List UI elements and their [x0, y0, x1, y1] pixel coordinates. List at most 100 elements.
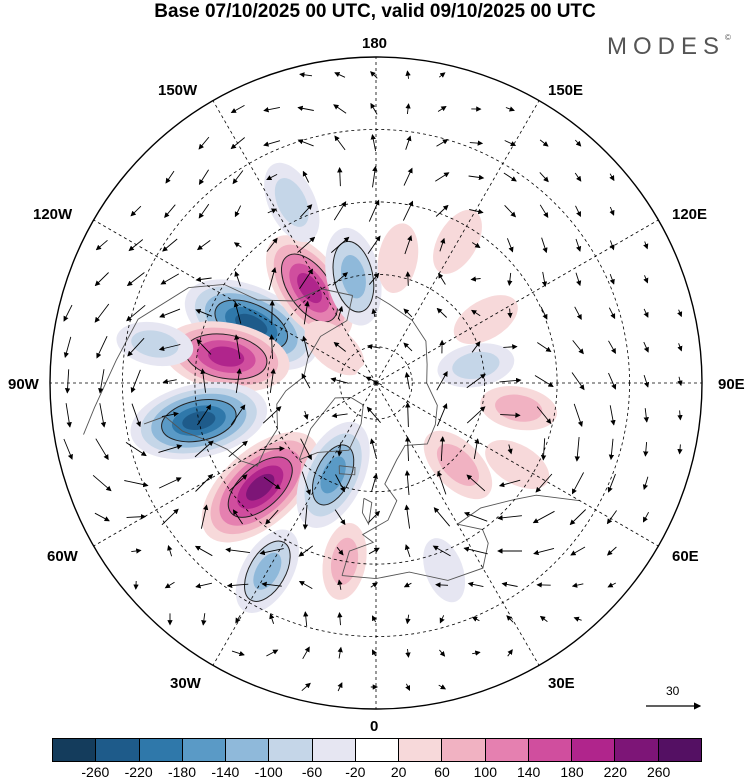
coastline — [143, 295, 354, 467]
wind-arrow — [234, 270, 241, 287]
wind-arrow — [468, 174, 485, 181]
wind-arrow — [439, 615, 445, 624]
wind-arrow — [197, 404, 212, 426]
wind-arrow — [269, 613, 275, 624]
wind-arrow — [368, 272, 380, 285]
wind-arrow — [233, 301, 242, 324]
wind-arrow — [405, 70, 411, 79]
colorbar-tick-label: 260 — [646, 764, 671, 780]
wind-arrow — [195, 308, 213, 317]
wind-arrow — [302, 504, 309, 530]
wind-arrow — [124, 480, 149, 488]
wind-arrow — [572, 340, 584, 355]
wind-arrow — [195, 582, 212, 589]
wind-arrow — [261, 581, 282, 588]
wind-arrow — [607, 582, 617, 588]
wind-arrow — [63, 336, 72, 358]
wind-arrow — [300, 438, 312, 461]
lon-label-120w: 120W — [33, 206, 73, 223]
wind-arrow — [63, 438, 73, 460]
wind-arrow — [263, 106, 280, 113]
wind-arrow — [677, 343, 683, 352]
wind-arrow — [167, 544, 173, 557]
wind-arrow — [95, 239, 108, 251]
colorbar-swatch — [614, 738, 658, 762]
colorbar-swatch — [138, 738, 182, 762]
wind-arrow — [198, 169, 209, 185]
wind-arrow — [334, 72, 346, 78]
wind-arrow — [404, 544, 411, 558]
wind-arrow — [503, 344, 518, 350]
wind-arrow — [126, 272, 145, 287]
wind-arrow — [435, 172, 450, 182]
wind-arrow — [268, 267, 277, 291]
lon-label-top: 180 — [362, 35, 388, 52]
wind-arrow — [677, 410, 683, 421]
wind-arrow — [606, 546, 617, 556]
wind-arrow — [130, 205, 142, 217]
wind-arrow — [677, 309, 683, 318]
wind-arrow — [196, 338, 212, 355]
colorbar-swatch — [441, 738, 485, 762]
wind-arrow — [226, 582, 249, 589]
colorbar-swatch — [657, 738, 702, 762]
wind-arrow — [507, 272, 513, 286]
wind-arrow — [228, 440, 248, 458]
wind-arrow — [232, 509, 243, 525]
wind-vectors — [63, 70, 683, 692]
positive-anomaly — [265, 235, 354, 341]
colorbar-swatch — [95, 738, 139, 762]
wind-arrow — [466, 373, 486, 389]
colorbar-swatch — [268, 738, 312, 762]
wind-arrow — [335, 474, 345, 493]
wind-arrow — [303, 611, 309, 627]
wind-arrow — [92, 474, 112, 492]
wind-arrow — [234, 205, 242, 218]
wind-arrow — [201, 613, 207, 626]
wind-arrow — [571, 472, 584, 495]
colorbar-ticks: -260 -220 -180 -140 -100 -60 -20 20 60 100 140 180 2… — [52, 764, 702, 782]
wind-arrow — [643, 308, 649, 318]
colorbar-tick-label: 220 — [603, 764, 628, 780]
wind-arrow — [131, 403, 142, 428]
wind-arrow — [301, 373, 311, 389]
colorbar-swatch — [398, 738, 442, 762]
colorbar-tick-label: -20 — [345, 764, 366, 780]
wind-arrow — [609, 240, 615, 251]
wind-arrow — [498, 479, 521, 488]
wind-arrow — [507, 444, 513, 455]
wind-arrow — [503, 172, 517, 182]
wind-arrow — [126, 514, 147, 520]
wind-arrow — [297, 105, 314, 112]
wind-arrow — [607, 473, 616, 493]
wind-arrow — [95, 438, 109, 461]
wind-arrow — [436, 139, 449, 147]
wind-arrow — [99, 403, 107, 428]
wind-arrow — [366, 406, 381, 423]
negative-anomaly — [423, 538, 466, 603]
wind-arrow — [64, 369, 71, 394]
wind-arrow — [575, 272, 582, 287]
wind-arrow — [230, 137, 245, 150]
colorbar-swatch — [354, 738, 399, 762]
wind-arrow — [499, 377, 522, 384]
wind-arrow — [330, 377, 349, 384]
colorbar-swatch — [527, 738, 572, 762]
wind-arrow — [262, 406, 282, 424]
wind-arrow — [609, 405, 616, 426]
wind-arrow — [369, 438, 378, 460]
wind-arrow — [334, 135, 346, 151]
wind-arrow — [301, 335, 309, 358]
wind-arrow — [608, 340, 616, 354]
map-title: Base 07/10/2025 00 UTC, valid 09/10/2025… — [154, 1, 596, 22]
wind-arrow — [372, 165, 378, 188]
wind-arrow — [298, 580, 313, 589]
colorbar-tick-label: -180 — [167, 764, 197, 780]
wind-arrow — [403, 308, 413, 318]
wind-arrow — [299, 268, 313, 290]
wind-arrow — [405, 103, 411, 115]
wind-arrow — [405, 648, 411, 658]
wind-arrow — [438, 272, 446, 285]
wind-arrow — [643, 275, 649, 284]
wind-arrow — [259, 548, 284, 556]
